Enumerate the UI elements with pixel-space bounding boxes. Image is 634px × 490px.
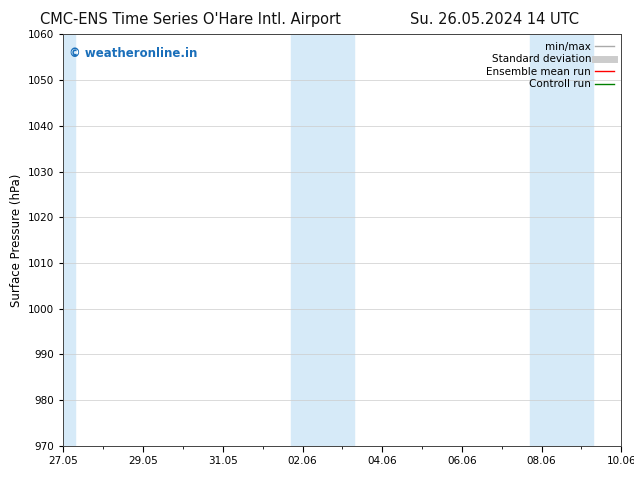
Y-axis label: Surface Pressure (hPa): Surface Pressure (hPa) (10, 173, 23, 307)
Text: CMC-ENS Time Series O'Hare Intl. Airport: CMC-ENS Time Series O'Hare Intl. Airport (40, 12, 340, 27)
Text: Su. 26.05.2024 14 UTC: Su. 26.05.2024 14 UTC (410, 12, 579, 27)
Bar (290, 34, 354, 446)
Legend: min/max, Standard deviation, Ensemble mean run, Controll run: min/max, Standard deviation, Ensemble me… (484, 40, 616, 92)
Text: © weatheronline.in: © weatheronline.in (69, 47, 197, 60)
Bar (529, 34, 593, 446)
Bar (63, 34, 75, 446)
